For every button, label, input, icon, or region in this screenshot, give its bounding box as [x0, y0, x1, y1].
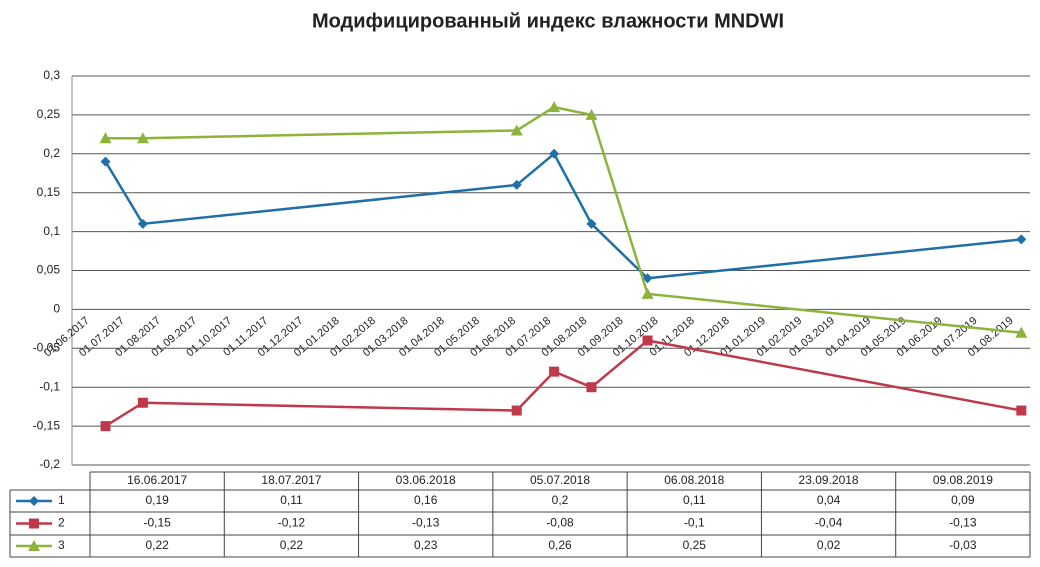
series-line	[105, 105, 1022, 334]
table-cell: -0,08	[546, 516, 574, 530]
y-tick-label: 0	[53, 302, 60, 316]
table-cell: -0,03	[949, 538, 977, 552]
table-cell: 0,22	[280, 538, 304, 552]
marker	[548, 101, 561, 113]
marker	[137, 397, 148, 408]
table-header: 05.07.2018	[530, 473, 590, 487]
chart-title: Модифицированный индекс влажности MNDWI	[312, 10, 784, 32]
table-cell: 0,09	[951, 493, 975, 507]
y-tick-label: -0,1	[39, 379, 60, 393]
marker	[549, 366, 560, 377]
y-tick-label: 0,2	[43, 146, 60, 160]
marker	[29, 518, 39, 529]
table-cell: 0,19	[145, 493, 169, 507]
table-header: 03.06.2018	[396, 473, 456, 487]
marker	[99, 132, 112, 144]
y-tick-label: 0,05	[37, 263, 61, 277]
table-cell: 0,11	[683, 493, 706, 507]
marker	[510, 124, 523, 136]
table-cell: 0,25	[683, 538, 707, 552]
legend-label: 3	[58, 538, 65, 552]
y-tick-label: 0,1	[43, 224, 60, 238]
marker	[29, 496, 39, 506]
marker	[1015, 326, 1028, 338]
marker	[642, 335, 653, 346]
marker	[586, 218, 597, 229]
table-header: 16.06.2017	[127, 473, 187, 487]
series-line	[104, 151, 1022, 280]
marker	[136, 132, 149, 144]
table-cell: 0,11	[280, 493, 303, 507]
table-cell: -0,04	[815, 516, 843, 530]
table-header: 09.08.2019	[933, 473, 993, 487]
table-cell: -0,13	[949, 516, 977, 530]
marker	[549, 148, 560, 159]
table-cell: 0,16	[414, 493, 438, 507]
marker	[28, 540, 40, 551]
table-cell: -0,1	[684, 516, 705, 530]
table-cell: -0,15	[143, 516, 171, 530]
marker	[585, 108, 598, 120]
legend-label: 2	[58, 516, 65, 530]
marker	[642, 273, 653, 284]
y-tick-label: -0,05	[33, 340, 61, 354]
series-line	[104, 339, 1022, 428]
marker	[1016, 234, 1027, 245]
marker	[137, 218, 148, 229]
table-cell: 0,26	[548, 538, 572, 552]
marker	[100, 156, 111, 167]
marker	[100, 421, 111, 432]
table-cell: 0,2	[552, 493, 569, 507]
marker	[511, 405, 522, 416]
table-cell: -0,12	[278, 516, 306, 530]
y-tick-label: -0,15	[33, 418, 61, 432]
marker	[641, 287, 654, 299]
table-cell: 0,23	[414, 538, 438, 552]
y-tick-label: 0,3	[43, 68, 60, 82]
table-cell: 0,04	[817, 493, 841, 507]
table-cell: 0,02	[817, 538, 841, 552]
y-tick-label: -0,2	[39, 457, 60, 471]
marker	[1016, 405, 1027, 416]
legend-label: 1	[58, 493, 65, 507]
table-header: 18.07.2017	[261, 473, 321, 487]
marker	[586, 382, 597, 393]
table-cell: -0,13	[412, 516, 440, 530]
table-header: 06.08.2018	[664, 473, 724, 487]
table-header: 23.09.2018	[799, 473, 859, 487]
table-cell: 0,22	[145, 538, 169, 552]
y-tick-label: 0,25	[37, 107, 61, 121]
marker	[511, 179, 522, 190]
y-tick-label: 0,15	[37, 185, 61, 199]
